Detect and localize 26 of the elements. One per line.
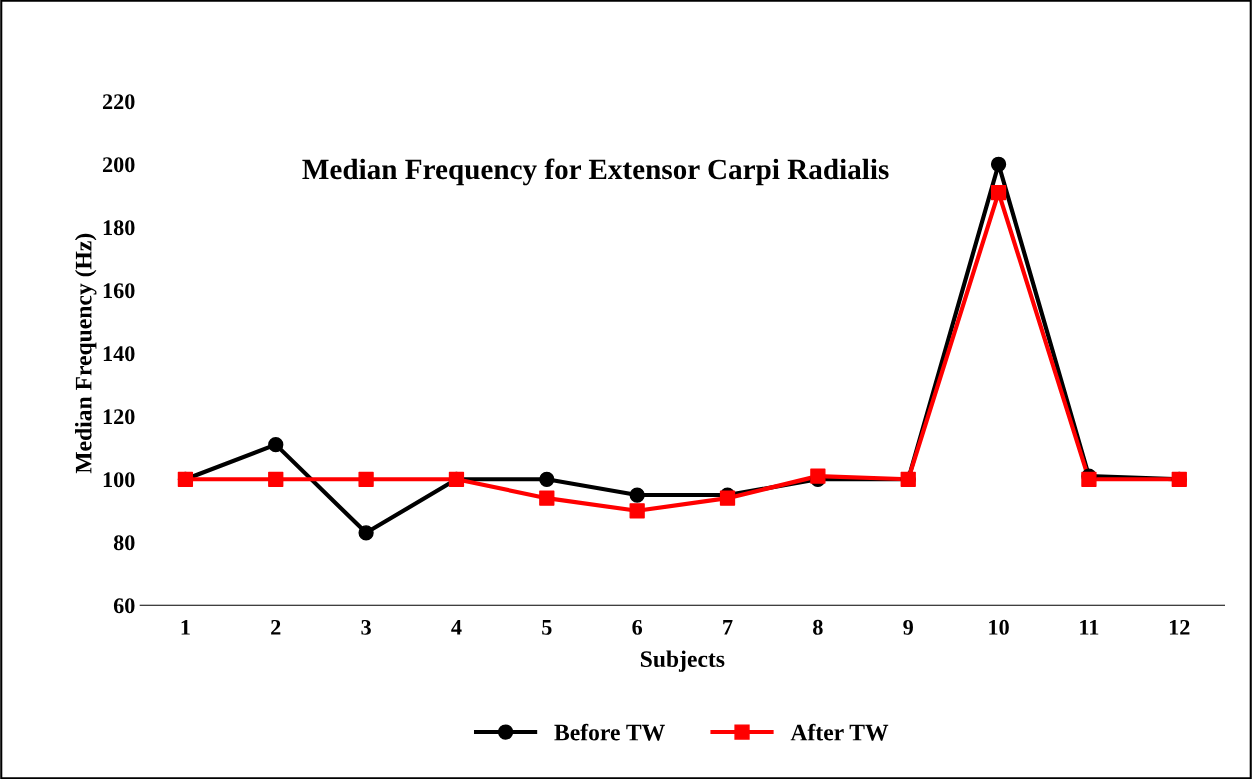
y-tick-label: 60 — [113, 598, 135, 614]
x-tick-label: 12 — [1169, 619, 1190, 635]
x-tick-label: 2 — [271, 619, 281, 635]
y-tick-label: 200 — [102, 157, 135, 173]
x-tick-label: 10 — [989, 619, 1009, 635]
legend-label: Before TW — [554, 723, 665, 741]
x-tick-label: 11 — [1080, 619, 1099, 635]
y-tick-label: 220 — [102, 94, 135, 110]
x-axis-title: Subjects — [640, 650, 725, 672]
y-axis-title: Median Frequency (Hz) — [75, 233, 97, 474]
x-tick-label: 6 — [632, 619, 643, 635]
x-tick-label: 3 — [361, 619, 371, 635]
x-tick-label: 5 — [542, 620, 552, 635]
text: Median Frequency for Extensor Carpi Radialis — [302, 158, 889, 186]
x-tick-label: 7 — [723, 620, 733, 635]
y-tick-label: 100 — [103, 472, 135, 488]
y-tick-label: 120 — [103, 409, 135, 425]
y-tick-label: 140 — [103, 346, 135, 362]
x-tick-label: 4 — [451, 619, 462, 635]
x-tick-label: 1 — [181, 619, 190, 635]
y-tick-label: 80 — [113, 535, 135, 551]
legend-label: After TW — [790, 723, 889, 741]
x-tick-label: 9 — [903, 619, 913, 635]
x-tick-label: 8 — [813, 619, 823, 635]
y-tick-label: 180 — [103, 220, 135, 236]
y-tick-label: 160 — [103, 283, 135, 299]
